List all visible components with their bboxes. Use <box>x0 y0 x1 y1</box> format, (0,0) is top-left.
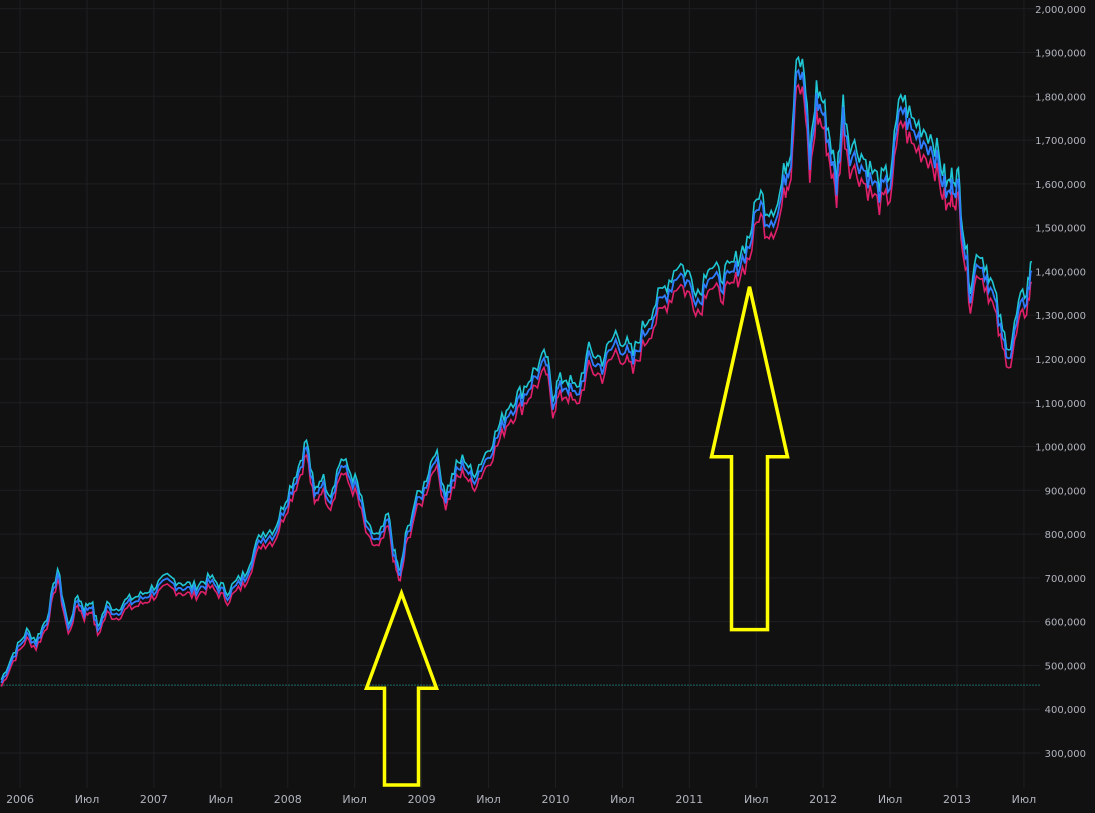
x-tick-label: 2008 <box>274 793 302 806</box>
y-tick-label: 1,500,000 <box>1035 224 1086 235</box>
x-tick-label: Июл <box>610 793 635 806</box>
x-tick-label: 2007 <box>140 793 168 806</box>
x-tick-label: 2010 <box>541 793 569 806</box>
y-tick-label: 1,900,000 <box>1035 49 1086 60</box>
x-tick-label: 2013 <box>943 793 971 806</box>
y-tick-label: 800,000 <box>1045 530 1086 541</box>
y-tick-label: 700,000 <box>1045 574 1086 585</box>
up-arrow-annotation <box>709 286 790 632</box>
y-tick-label: 2,000,000 <box>1035 5 1086 16</box>
x-tick-label: Июл <box>75 793 100 806</box>
x-tick-label: Июл <box>1012 793 1037 806</box>
x-tick-label: Июл <box>744 793 769 806</box>
x-tick-label: 2009 <box>408 793 436 806</box>
series-main-line <box>0 68 1033 684</box>
series-low-line <box>0 83 1033 687</box>
x-tick-label: Июл <box>342 793 367 806</box>
x-tick-label: Июл <box>209 793 234 806</box>
y-tick-label: 1,600,000 <box>1035 180 1086 191</box>
x-tick-label: 2012 <box>809 793 837 806</box>
y-tick-label: 900,000 <box>1045 486 1086 497</box>
y-tick-label: 300,000 <box>1045 749 1086 760</box>
x-tick-label: Июл <box>476 793 501 806</box>
up-arrow-annotation <box>363 588 440 787</box>
x-tick-label: Июл <box>878 793 903 806</box>
y-tick-label: 500,000 <box>1045 661 1086 672</box>
y-tick-label: 1,400,000 <box>1035 267 1086 278</box>
y-tick-label: 1,000,000 <box>1035 443 1086 454</box>
y-tick-label: 400,000 <box>1045 705 1086 716</box>
x-tick-label: 2006 <box>6 793 34 806</box>
y-tick-label: 1,300,000 <box>1035 311 1086 322</box>
y-tick-label: 1,800,000 <box>1035 92 1086 103</box>
y-tick-label: 1,200,000 <box>1035 355 1086 366</box>
y-tick-label: 1,700,000 <box>1035 136 1086 147</box>
x-tick-label: 2011 <box>675 793 703 806</box>
series-high-line <box>0 55 1033 681</box>
y-tick-label: 600,000 <box>1045 618 1086 629</box>
y-tick-label: 1,100,000 <box>1035 399 1086 410</box>
